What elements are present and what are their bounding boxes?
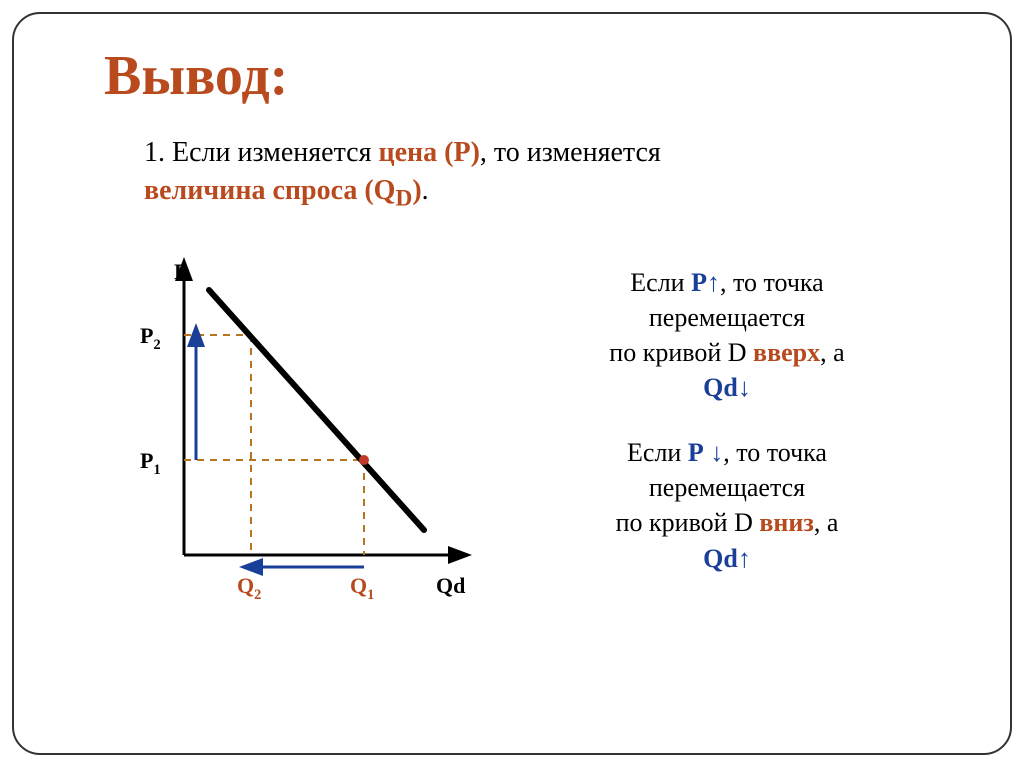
intro-num: 1. — [144, 137, 165, 168]
explain-para-1: Если Р↑, то точка перемещается по кривой… — [494, 265, 960, 405]
svg-text:P1: P1 — [140, 448, 161, 478]
e8: Qd↑ — [703, 544, 751, 573]
title-text: Вывод: — [104, 45, 288, 107]
e5a: Если — [627, 438, 688, 467]
chart-svg: P Qd P2 P1 Q2 Q1 — [94, 255, 474, 615]
intro-qd-sub: D — [395, 185, 412, 211]
intro-paragraph: 1. Если изменяется цена (Р), то изменяет… — [144, 134, 960, 215]
slide-title: Вывод: — [104, 44, 960, 108]
svg-text:P: P — [174, 259, 187, 284]
intro-qd-text: величина спроса (Q — [144, 175, 395, 206]
e3a: по кривой D — [609, 338, 753, 367]
intro-t3: . — [422, 175, 429, 206]
intro-price: цена (Р) — [378, 137, 479, 168]
e4: Qd↓ — [703, 373, 751, 402]
e7a: по кривой D — [616, 508, 760, 537]
e3b: вверх — [753, 338, 820, 367]
e3c: , а — [820, 338, 845, 367]
intro-qd: величина спроса (QD) — [144, 175, 422, 206]
svg-text:Qd: Qd — [436, 573, 465, 598]
slide-frame: Вывод: 1. Если изменяется цена (Р), то и… — [12, 12, 1012, 755]
svg-text:P2: P2 — [140, 323, 161, 353]
svg-text:Q1: Q1 — [350, 573, 374, 603]
e1a: Если — [630, 268, 691, 297]
e7b: вниз — [759, 508, 813, 537]
e6: перемещается — [649, 473, 805, 502]
e5c: , то точка — [723, 438, 827, 467]
svg-text:Q2: Q2 — [237, 573, 261, 603]
e1b: Р↑ — [691, 268, 720, 297]
explanation-block: Если Р↑, то точка перемещается по кривой… — [494, 255, 960, 606]
demand-chart: P Qd P2 P1 Q2 Q1 — [94, 255, 474, 615]
e7c: , а — [814, 508, 839, 537]
intro-t1: Если изменяется — [165, 137, 378, 168]
e1c: , то точка — [720, 268, 824, 297]
content-row: PQdP2P1Q2Q1 Если Р↑, то точка перемещает… — [94, 255, 960, 615]
intro-t2: , то изменяется — [480, 137, 661, 168]
e2: перемещается — [649, 303, 805, 332]
e5b: Р ↓ — [688, 438, 723, 467]
explain-para-2: Если Р ↓, то точка перемещается по криво… — [494, 435, 960, 575]
intro-qd-end: ) — [412, 175, 421, 206]
